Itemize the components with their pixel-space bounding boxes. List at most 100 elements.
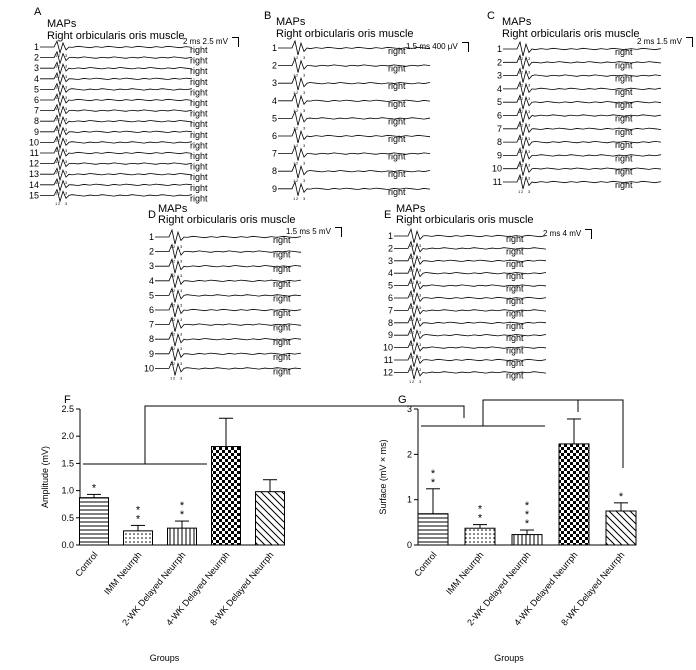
trace-mark-2: 2	[173, 361, 176, 366]
trace-mark-3: 3	[65, 106, 68, 111]
map-trace	[394, 327, 547, 343]
trace-mark-2: 2	[521, 176, 524, 181]
trace-mark-1: 1	[409, 280, 412, 285]
significance-mark: *	[136, 513, 141, 525]
trace-mark-1: 1	[293, 90, 296, 95]
trace-side-label: right	[388, 81, 406, 91]
trace-mark-2: 2	[58, 106, 61, 111]
trace-side-label: right	[190, 193, 208, 203]
bar	[417, 513, 449, 546]
panel-c-scale: 2 ms 1.5 mV	[637, 37, 693, 47]
map-trace	[40, 188, 193, 203]
trace-mark-3: 3	[65, 74, 68, 79]
trace-mark-3: 3	[419, 305, 422, 310]
trace-mark-2: 2	[173, 346, 176, 351]
trace-side-label: right	[388, 99, 406, 109]
trace-mark-1: 1	[55, 148, 58, 153]
trace-number: 8	[149, 334, 154, 344]
map-trace	[278, 39, 431, 56]
trace-number: 2	[272, 61, 277, 71]
trace-mark-1: 1	[55, 127, 58, 132]
map-trace	[394, 277, 547, 293]
trace-number: 2	[388, 243, 393, 253]
map-trace	[155, 345, 302, 361]
trace-mark-3: 3	[528, 149, 531, 154]
panel-c-title: MAPs	[502, 16, 532, 28]
trace-mark-2: 2	[412, 243, 415, 248]
map-trace	[155, 360, 302, 376]
map-trace	[394, 265, 547, 281]
panel-label-g: G	[398, 394, 407, 406]
trace-mark-1: 1	[293, 161, 296, 166]
trace-side-label: right	[190, 66, 208, 76]
trace-number: 10	[492, 164, 502, 174]
panel-d-title: MAPs	[158, 203, 188, 215]
panel-e-scale: 2 ms 4 mV	[543, 229, 593, 239]
y-tick-label: 0.0	[61, 540, 74, 550]
significance-mark: *	[478, 513, 483, 525]
panel-a-subtitle: Right orbicularis oris muscle	[47, 30, 185, 42]
map-trace	[503, 80, 662, 96]
trace-mark-3: 3	[65, 191, 68, 196]
significance-mark: *	[478, 504, 483, 516]
trace-mark-2: 2	[296, 178, 299, 183]
trace-number: 15	[29, 190, 39, 200]
trace-number: 5	[34, 84, 39, 94]
trace-mark-1: 1	[518, 136, 521, 141]
trace-mark-2: 2	[58, 85, 61, 90]
trace-number: 14	[29, 180, 39, 190]
panel-label-d: D	[148, 209, 156, 221]
map-trace	[278, 127, 431, 144]
trace-number: 9	[388, 330, 393, 340]
trace-mark-3: 3	[419, 268, 422, 273]
trace-mark-2: 2	[521, 123, 524, 128]
trace-number: 10	[144, 363, 154, 373]
map-trace	[40, 167, 193, 182]
trace-number: 3	[388, 256, 393, 266]
trace-mark-3: 3	[65, 63, 68, 68]
trace-mark-3: 3	[419, 342, 422, 347]
trace-number: 1	[272, 43, 277, 53]
trace-mark-1: 1	[518, 149, 521, 154]
panel-d-scale: 1.5 ms 5 mV	[286, 227, 342, 237]
trace-mark-2: 2	[296, 73, 299, 78]
trace-side-label: right	[615, 167, 633, 177]
trace-side-label: right	[615, 60, 633, 70]
trace-number: 3	[497, 71, 502, 81]
trace-number: 10	[383, 343, 393, 353]
trace-mark-1: 1	[55, 85, 58, 90]
trace-number: 10	[29, 137, 39, 147]
trace-number: 11	[384, 355, 393, 365]
trace-mark-2: 2	[412, 292, 415, 297]
trace-mark-3: 3	[419, 280, 422, 285]
trace-mark-2: 2	[412, 354, 415, 359]
map-trace	[503, 107, 662, 123]
trace-number: 6	[34, 95, 39, 105]
trace-mark-1: 1	[293, 178, 296, 183]
trace-mark-3: 3	[419, 255, 422, 260]
trace-mark-2: 2	[521, 136, 524, 141]
trace-mark-1: 1	[55, 138, 58, 143]
trace-mark-3: 3	[303, 196, 306, 201]
map-trace	[394, 289, 547, 305]
trace-mark-2: 2	[173, 375, 176, 380]
trace-mark-3: 3	[528, 109, 531, 114]
trace-side-label: right	[273, 293, 291, 303]
trace-mark-2: 2	[173, 259, 176, 264]
trace-side-label: right	[273, 323, 291, 333]
y-tick-label: 1.5	[61, 458, 74, 468]
map-trace	[394, 364, 547, 380]
trace-mark-1: 1	[518, 123, 521, 128]
trace-number: 7	[149, 320, 154, 330]
trace-number: 5	[149, 290, 154, 300]
significance-mark: *	[619, 491, 624, 503]
map-trace	[155, 272, 302, 288]
significance-mark: *	[136, 504, 141, 516]
trace-mark-1: 1	[293, 55, 296, 60]
trace-side-label: right	[506, 296, 524, 306]
x-tick-label: IMM Neurrph	[444, 550, 485, 597]
map-trace	[40, 61, 193, 76]
trace-mark-2: 2	[412, 367, 415, 372]
trace-side-label: right	[190, 77, 208, 87]
